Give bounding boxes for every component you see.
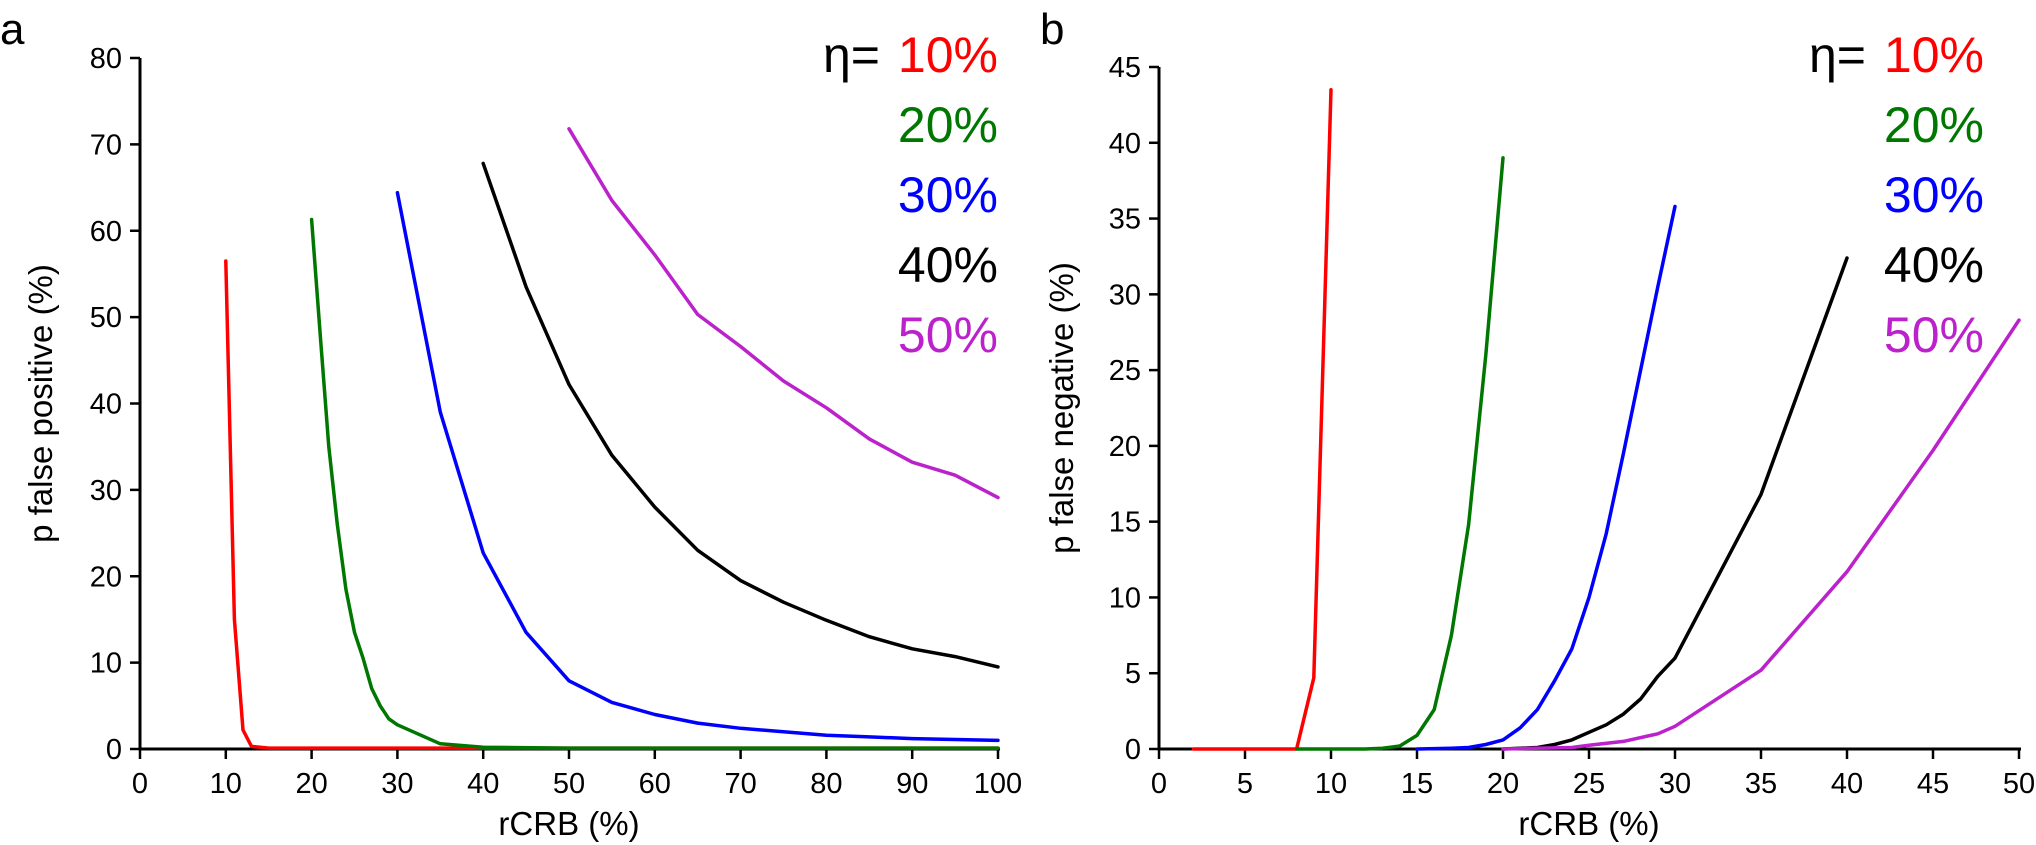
legend-entry: 30%: [898, 167, 998, 223]
y-tick-label: 40: [1109, 128, 1141, 160]
legend-entry: 20%: [898, 97, 998, 153]
x-tick-label: 0: [1151, 768, 1167, 800]
y-tick-label: 20: [1109, 431, 1141, 463]
y-tick-label: 35: [1109, 204, 1141, 236]
panel-a: a 0 10 20 30 40 50 60 70 80 90 100 0 10 20 30 40 50 60 70 80…: [0, 5, 1022, 842]
series-line-10pct: [1191, 87, 1333, 751]
legend-entry: 50%: [898, 307, 998, 363]
x-tick-label: 40: [467, 768, 499, 800]
legend-entry: 40%: [898, 237, 998, 293]
series-line-50pct: [567, 127, 1000, 500]
y-axis-title: p false negative (%): [1043, 262, 1080, 554]
x-axis-title: rCRB (%): [1518, 805, 1659, 842]
x-tick-label: 50: [553, 768, 585, 800]
series-line-40pct: [1501, 256, 1849, 751]
x-tick-label: 100: [974, 768, 1022, 800]
x-tick-label: 80: [810, 768, 842, 800]
x-tick-label: 5: [1237, 768, 1253, 800]
x-tick-label: 60: [639, 768, 671, 800]
x-tick-label: 10: [210, 768, 242, 800]
x-tick-label: 10: [1315, 768, 1347, 800]
x-tick-label: 40: [1831, 768, 1863, 800]
series-line-10pct: [224, 259, 1000, 750]
x-tick-label: 70: [724, 768, 756, 800]
x-tick-label: 45: [1917, 768, 1949, 800]
x-tick-label: 15: [1401, 768, 1433, 800]
legend-entry: 40%: [1884, 237, 1984, 293]
series-line-20pct: [309, 217, 1000, 750]
x-tick-label: 0: [132, 768, 148, 800]
legend-eta-label: η=: [1809, 27, 1866, 83]
x-tick-label: 30: [1659, 768, 1691, 800]
series-line-20pct: [1294, 156, 1505, 751]
series-line-30pct: [1415, 204, 1677, 751]
x-tick-label: 20: [1487, 768, 1519, 800]
y-tick-label: 40: [90, 389, 122, 421]
y-tick-label: 15: [1109, 507, 1141, 539]
series-line-40pct: [481, 161, 1000, 669]
x-tick-label: 35: [1745, 768, 1777, 800]
y-tick-label: 20: [90, 561, 122, 593]
x-tick-label: 50: [2003, 768, 2035, 800]
y-tick-label: 0: [106, 734, 122, 766]
y-tick-label: 10: [90, 648, 122, 680]
legend-entry: 10%: [898, 27, 998, 83]
y-tick-label: 80: [90, 43, 122, 75]
y-tick-label: 10: [1109, 582, 1141, 614]
legend-entry: 30%: [1884, 167, 1984, 223]
x-axis-title: rCRB (%): [498, 805, 639, 842]
y-axis-title: p false positive (%): [22, 264, 59, 543]
series-line-50pct: [1501, 318, 2021, 751]
x-tick-label: 90: [896, 768, 928, 800]
series-line-30pct: [395, 190, 1000, 743]
panel-label: b: [1040, 5, 1064, 54]
x-tick-label: 25: [1573, 768, 1605, 800]
x-tick-label: 20: [295, 768, 327, 800]
x-tick-label: 30: [381, 768, 413, 800]
y-tick-label: 5: [1125, 658, 1141, 690]
y-tick-label: 25: [1109, 355, 1141, 387]
y-tick-label: 50: [90, 302, 122, 334]
panel-label: a: [0, 5, 25, 54]
legend-eta-label: η=: [823, 27, 880, 83]
y-tick-label: 30: [90, 475, 122, 507]
legend-entry: 50%: [1884, 307, 1984, 363]
y-tick-label: 70: [90, 129, 122, 161]
y-tick-label: 45: [1109, 52, 1141, 84]
y-tick-label: 30: [1109, 279, 1141, 311]
legend-entry: 20%: [1884, 97, 1984, 153]
panel-b: b 0 5 10 15 20 25 30 35 40 45 50 0 5 10 15 20 25 30 35 40 45 r…: [1040, 5, 2035, 842]
legend-entry: 10%: [1884, 27, 1984, 83]
y-tick-label: 60: [90, 216, 122, 248]
y-tick-label: 0: [1125, 734, 1141, 766]
